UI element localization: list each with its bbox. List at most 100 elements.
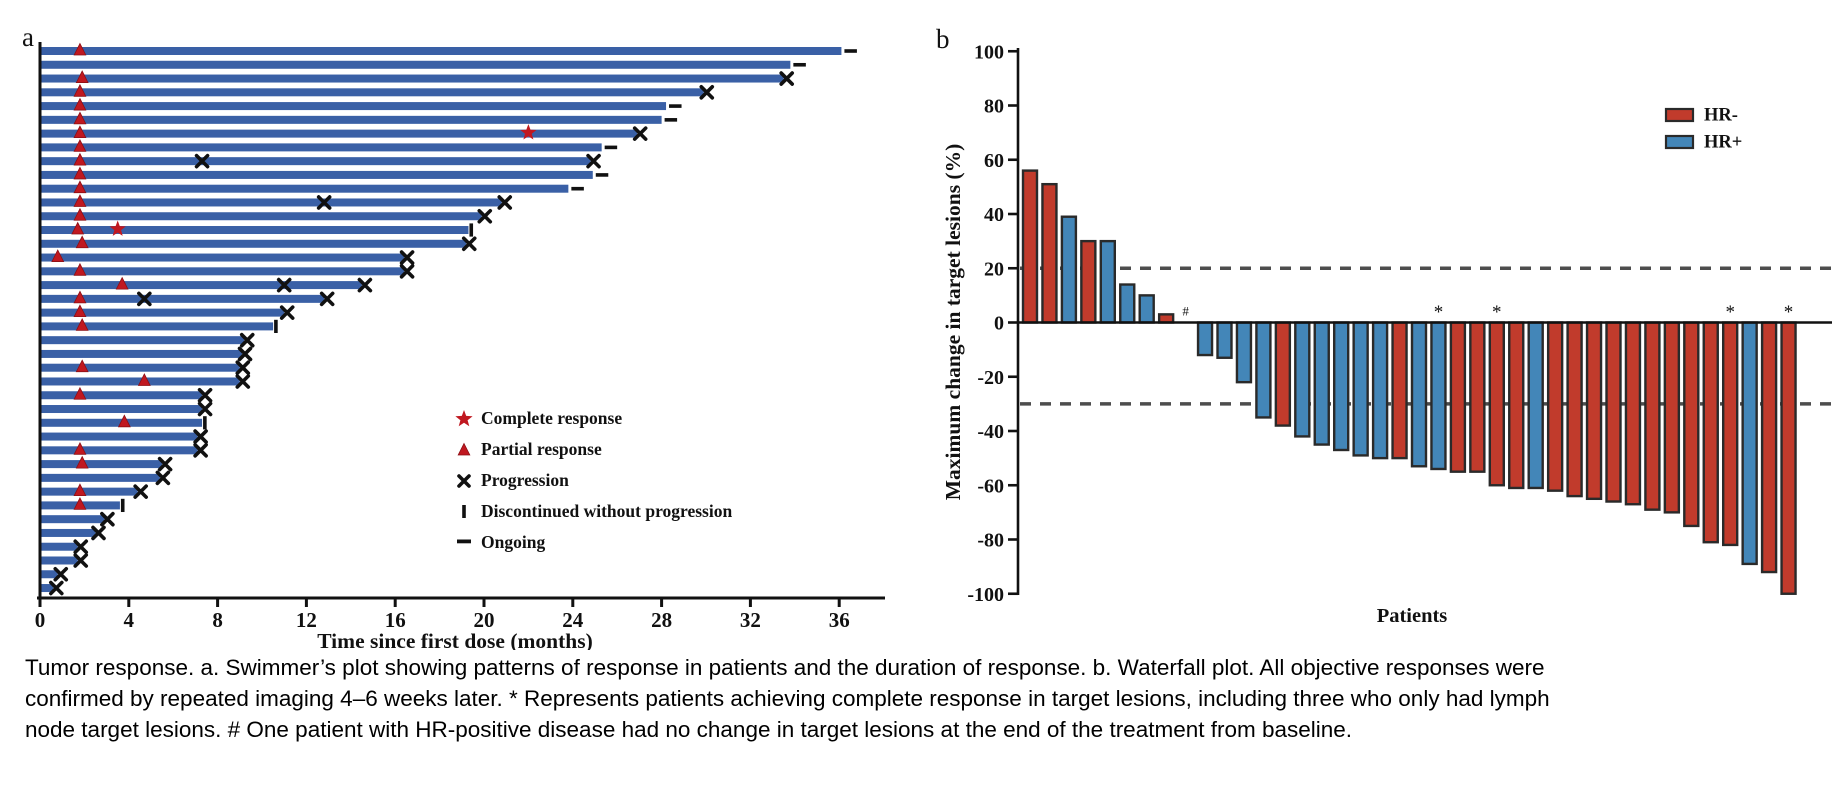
complete-response-asterisk: * bbox=[1492, 302, 1502, 323]
progression-marker bbox=[276, 277, 292, 293]
progression-legend-icon bbox=[457, 474, 471, 488]
swimmer-bar bbox=[41, 322, 274, 331]
waterfall-bar bbox=[1216, 321, 1233, 359]
waterfall-bar bbox=[1332, 321, 1350, 452]
y-axis-tick-label: -60 bbox=[977, 475, 1004, 497]
ongoing-marker bbox=[571, 186, 584, 191]
partial-response-marker bbox=[73, 166, 87, 180]
partial-response-marker bbox=[75, 318, 89, 331]
legend-swatch-hr-negative bbox=[1664, 107, 1695, 123]
swimmer-bar bbox=[41, 308, 285, 317]
legend-item-label: Complete response bbox=[481, 408, 622, 428]
ongoing-marker bbox=[844, 49, 857, 53]
waterfall-bar bbox=[1469, 321, 1486, 473]
partial-response-marker bbox=[73, 111, 87, 125]
discontinued-marker bbox=[203, 416, 207, 430]
swimmer-bar bbox=[41, 74, 784, 83]
swimmer-bar bbox=[41, 157, 591, 166]
progression-marker bbox=[699, 85, 715, 100]
legend-label: HR- bbox=[1704, 106, 1738, 126]
progression-marker bbox=[157, 456, 173, 472]
legend-item-label: Discontinued without progression bbox=[481, 501, 732, 521]
ongoing-legend-icon bbox=[457, 539, 471, 544]
waterfall-bar bbox=[1566, 321, 1583, 498]
swimmer-bar bbox=[41, 405, 203, 414]
swimmer-bar bbox=[41, 363, 240, 372]
ongoing-marker bbox=[664, 118, 678, 122]
ongoing-marker bbox=[595, 173, 609, 177]
progression-marker bbox=[235, 360, 251, 376]
complete-response-asterisk: * bbox=[1434, 302, 1444, 323]
y-axis-tick-label: -100 bbox=[967, 584, 1004, 606]
swimmer-plot: 0 4 8 12 16 20 24 28 32 36 Time since first dose (… bbox=[35, 42, 885, 650]
swimmer-bar bbox=[41, 143, 602, 152]
x-axis-tick-label: 36 bbox=[829, 608, 850, 632]
waterfall-bar bbox=[1196, 321, 1214, 357]
partial-response-marker bbox=[75, 70, 89, 83]
discontinued-legend-icon bbox=[462, 505, 466, 518]
discontinued-marker bbox=[469, 223, 474, 237]
waterfall-bar bbox=[1313, 321, 1330, 446]
swimmer-bar bbox=[41, 487, 138, 496]
waterfall-bar bbox=[1080, 239, 1097, 324]
progression-marker bbox=[137, 291, 152, 307]
y-axis-title: Maximum change in target lesions (%) bbox=[941, 144, 965, 501]
waterfall-bar bbox=[1294, 321, 1311, 438]
legend-swatch-hr-positive bbox=[1664, 134, 1695, 150]
swimmer-bar bbox=[41, 336, 245, 345]
y-axis-tick-label: 0 bbox=[994, 313, 1004, 335]
ongoing-marker bbox=[604, 145, 618, 150]
swimmer-bar bbox=[41, 88, 704, 97]
complete-response-asterisk: * bbox=[1725, 302, 1735, 323]
partial-response-marker bbox=[75, 235, 89, 249]
waterfall-bar bbox=[1235, 321, 1253, 384]
x-axis-tick-label: 16 bbox=[385, 608, 406, 632]
waterfall-bar bbox=[1391, 321, 1408, 460]
progression-marker bbox=[279, 305, 295, 320]
progression-marker bbox=[91, 525, 106, 541]
swimmer-bar bbox=[41, 584, 54, 593]
y-axis-tick-label: -40 bbox=[977, 421, 1004, 443]
progression-marker bbox=[73, 539, 89, 555]
progression-marker bbox=[461, 236, 477, 252]
swimmer-bar bbox=[41, 570, 58, 579]
partial-response-marker bbox=[137, 373, 151, 386]
progression-marker bbox=[632, 126, 648, 141]
progression-marker bbox=[197, 387, 213, 403]
partial-response-marker bbox=[73, 97, 87, 111]
x-axis-tick-label: 12 bbox=[296, 608, 317, 632]
x-axis-tick-label: 28 bbox=[651, 608, 672, 632]
discontinued-marker bbox=[120, 498, 125, 513]
progression-marker bbox=[399, 264, 415, 279]
discontinued-marker bbox=[274, 319, 278, 333]
swimmer-bar bbox=[41, 460, 163, 469]
waterfall-bar bbox=[1721, 321, 1739, 547]
legend-item-label: Progression bbox=[481, 470, 569, 490]
y-axis-tick-label: 80 bbox=[984, 96, 1004, 118]
waterfall-bar bbox=[1741, 321, 1758, 566]
progression-marker bbox=[49, 580, 64, 596]
waterfall-bar bbox=[1430, 321, 1447, 471]
swimmer-bar bbox=[41, 281, 362, 290]
x-axis-tick-label: 0 bbox=[35, 608, 46, 632]
partial-response-marker bbox=[73, 139, 87, 152]
swimmer-bar bbox=[41, 267, 405, 276]
caption-line: node target lesions. # One patient with … bbox=[25, 717, 1353, 742]
swimmer-bar bbox=[41, 294, 325, 303]
x-axis-title: Patients bbox=[1377, 605, 1448, 627]
progression-marker bbox=[194, 153, 210, 169]
waterfall-bar bbox=[1021, 169, 1039, 324]
waterfall-bar bbox=[1449, 321, 1467, 473]
swimmer-bar bbox=[41, 391, 203, 400]
swimmer-bar bbox=[41, 60, 791, 69]
partial-response-marker bbox=[73, 194, 87, 207]
swimmer-bar bbox=[41, 528, 96, 537]
partial-response-legend-icon bbox=[457, 442, 471, 456]
legend-item-label: Ongoing bbox=[481, 532, 545, 552]
y-axis-tick-label: -20 bbox=[977, 367, 1004, 389]
x-axis-tick-label: 4 bbox=[124, 608, 135, 632]
progression-marker bbox=[100, 511, 115, 527]
swimmer-bar bbox=[41, 432, 198, 441]
partial-response-marker bbox=[117, 414, 131, 428]
progression-marker bbox=[497, 195, 513, 210]
